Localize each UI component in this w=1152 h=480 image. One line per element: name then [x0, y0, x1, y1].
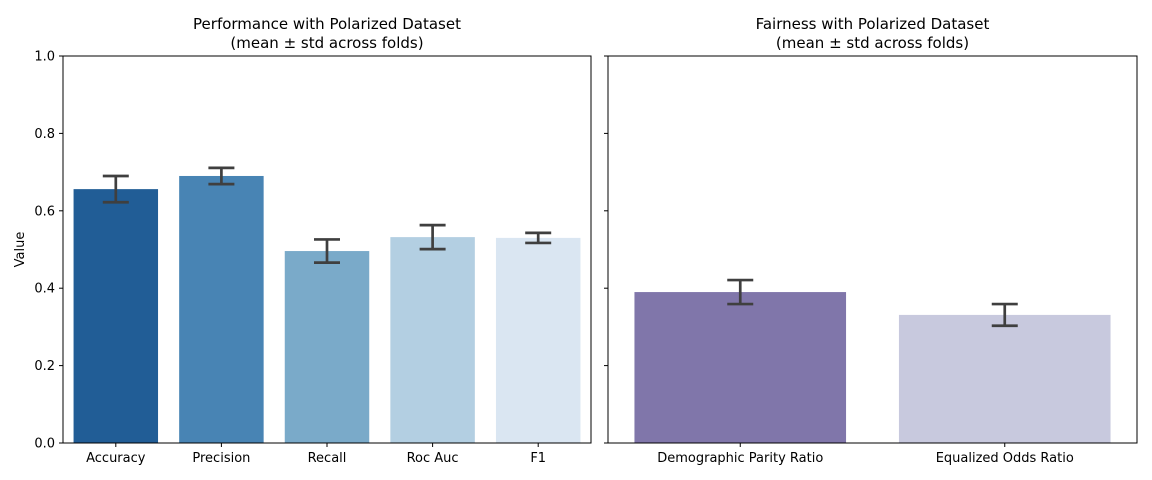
x-tick-label: Equalized Odds Ratio: [936, 451, 1074, 466]
y-axis-label: Value: [13, 232, 28, 268]
bar: [179, 175, 264, 443]
y-tick-label: 0.6: [34, 204, 55, 219]
y-tick-label: 0.4: [34, 282, 55, 297]
axes-frame: [607, 55, 1138, 444]
chart-subtitle: (mean ± std across folds): [230, 34, 423, 52]
bar: [495, 237, 581, 443]
axes-frame: [62, 55, 592, 444]
y-tick-label: 0.2: [34, 359, 55, 374]
bar: [73, 189, 159, 443]
x-tick-label: Accuracy: [86, 451, 146, 466]
chart-title: Performance with Polarized Dataset: [193, 15, 461, 33]
bar: [634, 292, 847, 443]
x-tick-label: F1: [530, 451, 546, 466]
chart-subtitle: (mean ± std across folds): [776, 34, 969, 52]
x-tick-label: Demographic Parity Ratio: [657, 451, 823, 466]
y-tick-label: 1.0: [34, 50, 55, 65]
bar: [284, 251, 370, 443]
chart-title: Fairness with Polarized Dataset: [756, 15, 990, 33]
bar: [898, 314, 1111, 443]
x-tick-label: Precision: [192, 451, 250, 466]
y-tick-label: 0.0: [34, 437, 55, 452]
bar: [390, 237, 475, 443]
x-tick-label: Recall: [308, 451, 347, 466]
y-tick-label: 0.8: [34, 127, 55, 142]
x-tick-label: Roc Auc: [407, 451, 459, 466]
